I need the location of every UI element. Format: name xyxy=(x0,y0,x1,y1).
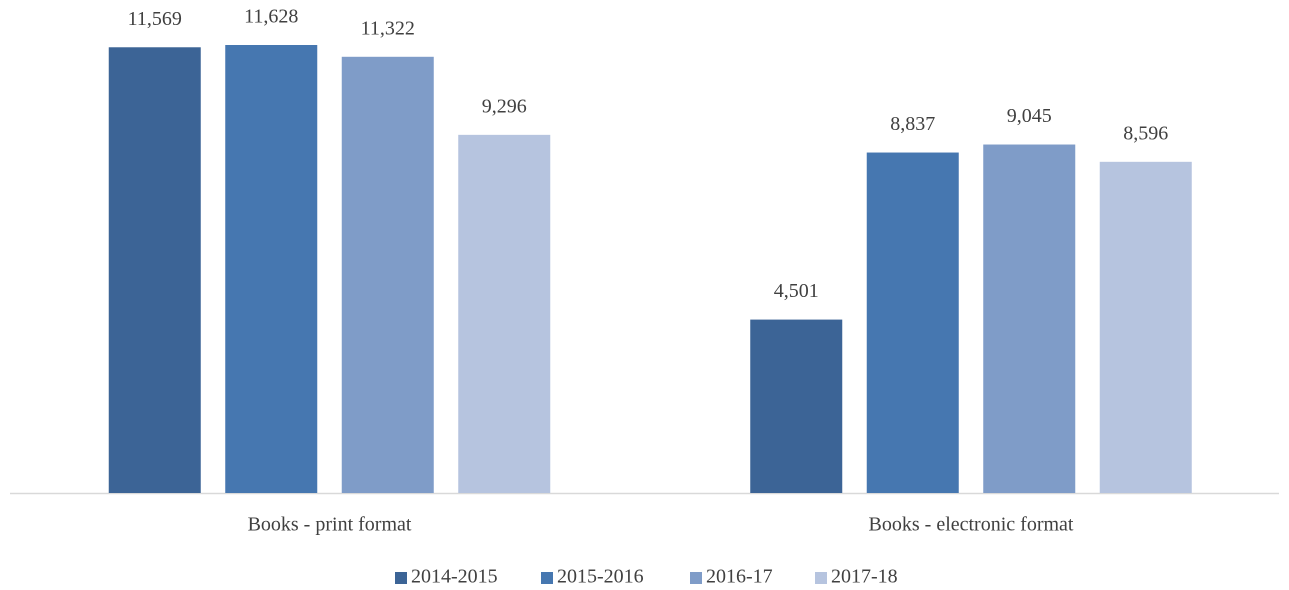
x-tick-label: Books - electronic format xyxy=(869,514,1074,536)
bar xyxy=(750,319,843,493)
legend-label: 2015-2016 xyxy=(557,566,644,588)
bar xyxy=(1099,161,1192,493)
x-tick-label: Books - print format xyxy=(248,514,412,536)
legend-label: 2016-17 xyxy=(706,566,773,588)
data-label: 11,322 xyxy=(361,17,415,39)
data-label: 9,296 xyxy=(482,95,527,117)
bar xyxy=(458,134,551,494)
bar xyxy=(225,45,318,493)
bar xyxy=(866,152,959,493)
data-label: 8,837 xyxy=(890,113,935,135)
legend-swatch xyxy=(541,572,553,584)
legend-swatch xyxy=(815,572,827,584)
data-label: 11,628 xyxy=(244,6,298,28)
data-label: 4,501 xyxy=(774,280,819,302)
data-label: 8,596 xyxy=(1123,122,1168,144)
data-label: 11,569 xyxy=(128,8,182,30)
legend-swatch xyxy=(395,572,407,584)
legend-swatch xyxy=(690,572,702,584)
data-label: 9,045 xyxy=(1007,105,1052,127)
bar xyxy=(108,47,201,493)
legend-label: 2017-18 xyxy=(831,566,898,588)
bar xyxy=(341,56,434,493)
legend-label: 2014-2015 xyxy=(411,566,498,588)
bar xyxy=(983,144,1076,493)
